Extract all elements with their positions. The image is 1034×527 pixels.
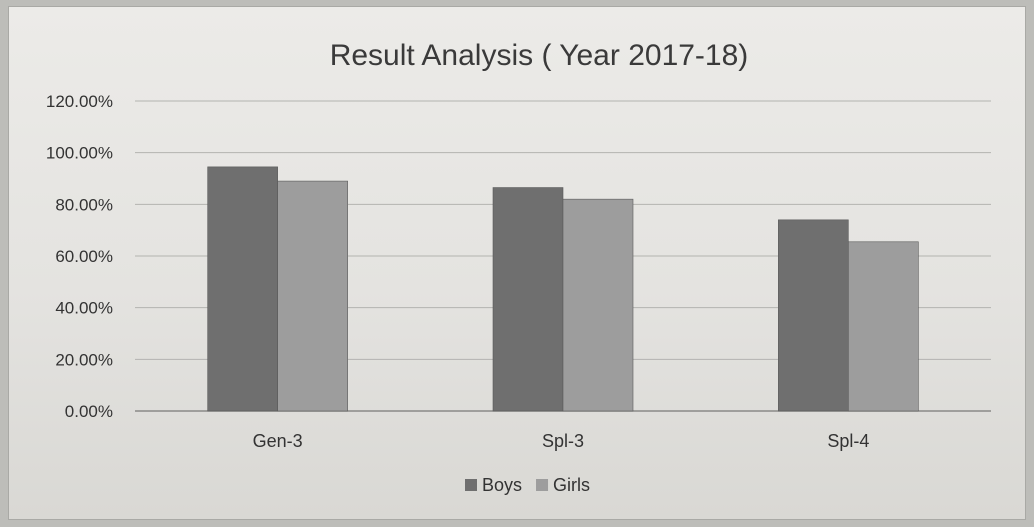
- x-axis-categories: Gen-3 Spl-3 Spl-4: [253, 431, 870, 451]
- y-tick-label: 120.00%: [46, 92, 113, 111]
- legend-swatch-boys: [465, 479, 477, 491]
- legend: Boys Girls: [465, 475, 590, 495]
- x-category-label: Spl-3: [542, 431, 584, 451]
- chart-frame: Result Analysis ( Year 2017-18) 0.00% 20.…: [8, 6, 1026, 520]
- y-tick-label: 20.00%: [55, 350, 113, 369]
- bar-girls-gen-3: [277, 180, 348, 412]
- x-category-label: Gen-3: [253, 431, 303, 451]
- bar-boys-gen-3: [207, 166, 278, 412]
- bar-girls-spl-4: [848, 241, 919, 412]
- y-tick-label: 60.00%: [55, 247, 113, 266]
- y-axis-ticks: 0.00% 20.00% 40.00% 60.00% 80.00% 100.00% 120.…: [46, 92, 113, 421]
- legend-swatch-girls: [536, 479, 549, 491]
- bar-boys-spl-4: [778, 219, 849, 412]
- y-tick-label: 0.00%: [65, 402, 113, 421]
- x-category-label: Spl-4: [827, 431, 869, 451]
- chart-title: Result Analysis ( Year 2017-18): [330, 39, 749, 72]
- bar-boys-spl-3: [492, 187, 564, 412]
- result-chart: Result Analysis ( Year 2017-18) 0.00% 20.…: [46, 39, 991, 495]
- y-tick-label: 80.00%: [55, 195, 113, 214]
- bar-girls-spl-3: [562, 198, 634, 412]
- bars: [207, 166, 919, 412]
- legend-label-girls: Girls: [553, 475, 590, 495]
- y-tick-label: 40.00%: [55, 299, 113, 318]
- y-tick-label: 100.00%: [46, 144, 113, 163]
- legend-label-boys: Boys: [482, 475, 522, 495]
